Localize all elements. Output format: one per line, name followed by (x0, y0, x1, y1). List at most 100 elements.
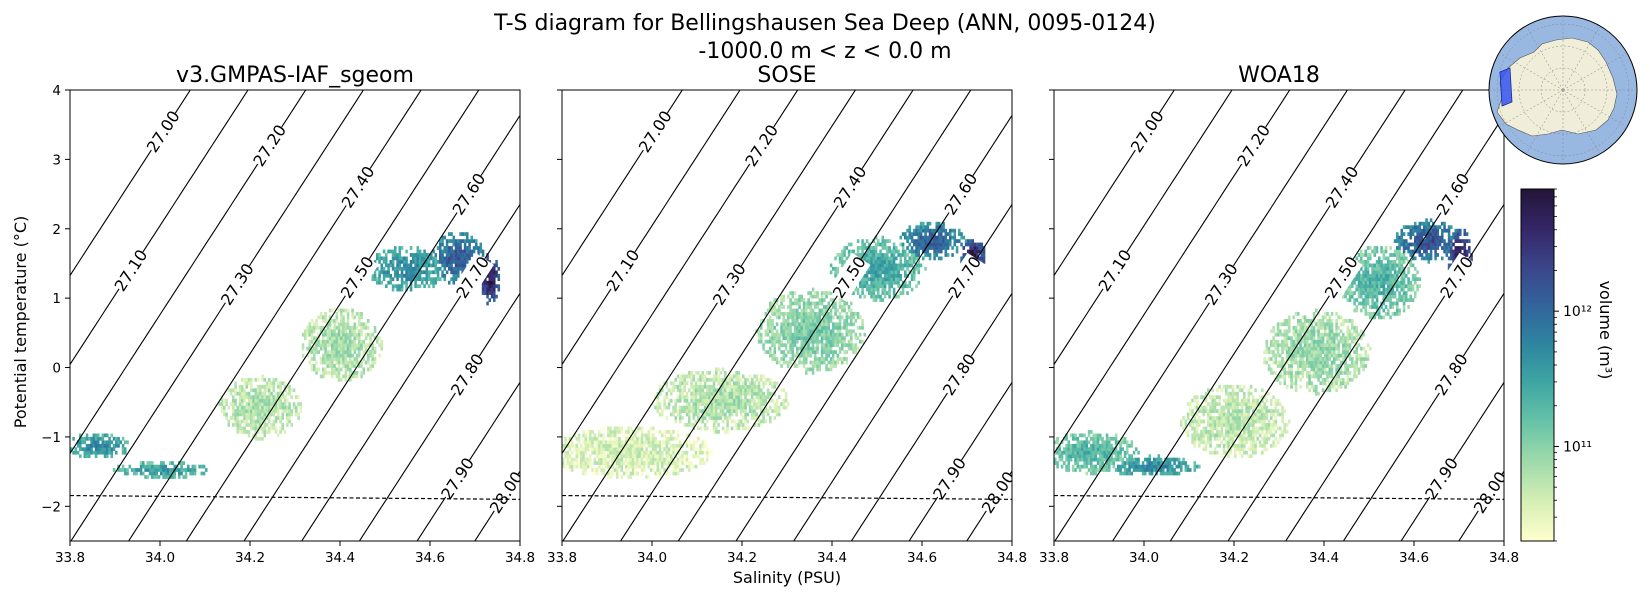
heatmap-cell (834, 360, 837, 365)
heatmap-cell (232, 409, 235, 413)
heatmap-cell (268, 395, 271, 400)
heatmap-cell (706, 398, 709, 403)
heatmap-cell (466, 246, 469, 250)
heatmap-cell (877, 287, 880, 292)
heatmap-cell (1094, 443, 1098, 448)
heatmap-cell (331, 357, 334, 361)
heatmap-cell (1252, 430, 1255, 434)
heatmap-cell (272, 381, 276, 386)
heatmap-cell (445, 263, 449, 268)
heatmap-cell (1229, 436, 1233, 441)
heatmap-cell (602, 443, 606, 448)
heatmap-cell (706, 388, 709, 393)
heatmap-cell (800, 312, 804, 316)
heatmap-cell (742, 409, 745, 413)
heatmap-cell (153, 471, 156, 476)
heatmap-cell (584, 440, 588, 445)
heatmap-cell (883, 246, 887, 250)
heatmap-cell (620, 468, 624, 472)
heatmap-cell (1227, 423, 1230, 427)
heatmap-cell (928, 221, 932, 226)
heatmap-cell (340, 339, 343, 344)
heatmap-cell (701, 443, 705, 448)
heatmap-cell (328, 322, 332, 327)
heatmap-cell (261, 426, 264, 431)
heatmap-cell (773, 308, 777, 313)
heatmap-cell (1153, 457, 1156, 462)
heatmap-cell (874, 260, 878, 264)
heatmap-cell (265, 412, 269, 417)
heatmap-cell (1274, 419, 1278, 424)
heatmap-cell (751, 377, 754, 382)
isopycnal-label: 27.40 (338, 163, 379, 212)
heatmap-cell (721, 384, 725, 389)
heatmap-cell (364, 360, 368, 365)
heatmap-cell (670, 433, 673, 438)
heatmap-cell (575, 454, 579, 459)
heatmap-cell (753, 412, 756, 417)
heatmap-cell (1081, 447, 1084, 452)
heatmap-cell (1198, 419, 1201, 424)
heatmap-cell (897, 263, 900, 268)
heatmap-cell (778, 315, 781, 320)
heatmap-cell (874, 273, 878, 278)
heatmap-cell (694, 398, 698, 403)
heatmap-cell (564, 443, 567, 448)
heatmap-cell (699, 391, 702, 396)
heatmap-cell (1119, 440, 1122, 445)
heatmap-cell (859, 315, 862, 320)
heatmap-cell (389, 260, 393, 264)
heatmap-cell (834, 305, 837, 309)
heatmap-cell (1254, 398, 1257, 403)
heatmap-cell (1249, 447, 1253, 452)
heatmap-cell (627, 461, 630, 465)
heatmap-cell (1274, 416, 1278, 420)
heatmap-cell (800, 325, 804, 330)
heatmap-cell (721, 412, 725, 417)
heatmap-cell (427, 277, 431, 282)
heatmap-cell (1184, 423, 1188, 427)
heatmap-cell (886, 273, 889, 278)
heatmap-cell (459, 266, 462, 271)
heatmap-cell (688, 405, 691, 410)
heatmap-cell (634, 454, 637, 459)
heatmap-cell (1272, 350, 1275, 354)
heatmap-cell (895, 270, 898, 275)
heatmap-cell (94, 454, 98, 459)
heatmap-cell (933, 256, 936, 261)
heatmap-cell (396, 284, 399, 289)
heatmap-cell (827, 343, 831, 348)
heatmap-cell (1193, 433, 1197, 438)
heatmap-cell (883, 242, 887, 247)
heatmap-cell (400, 246, 404, 250)
heatmap-cell (490, 280, 494, 285)
heatmap-cell (631, 436, 635, 441)
heatmap-cell (697, 402, 700, 406)
heatmap-cell (463, 260, 467, 264)
heatmap-cell (922, 235, 925, 240)
heatmap-cell (124, 468, 127, 472)
heatmap-cell (423, 277, 426, 282)
heatmap-cell (710, 416, 714, 420)
heatmap-cell (692, 412, 696, 417)
heatmap-cell (367, 350, 370, 354)
heatmap-cell (814, 339, 817, 344)
heatmap-cell (611, 443, 615, 448)
heatmap-cell (272, 423, 276, 427)
heatmap-cell (407, 263, 411, 268)
heatmap-cell (816, 343, 819, 348)
heatmap-cell (1090, 461, 1093, 465)
heatmap-cell (117, 436, 120, 441)
heatmap-cell (863, 284, 867, 289)
heatmap-cell (832, 301, 835, 306)
heatmap-cell (103, 454, 107, 459)
heatmap-cell (108, 443, 111, 448)
heatmap-cell (706, 454, 709, 459)
heatmap-cell (1056, 464, 1059, 469)
heatmap-cell (573, 457, 576, 462)
heatmap-cell (787, 315, 790, 320)
heatmap-cell (1191, 426, 1194, 431)
heatmap-cell (809, 350, 813, 354)
x-tick-label: 34.0 (637, 550, 667, 566)
heatmap-cell (602, 464, 606, 469)
